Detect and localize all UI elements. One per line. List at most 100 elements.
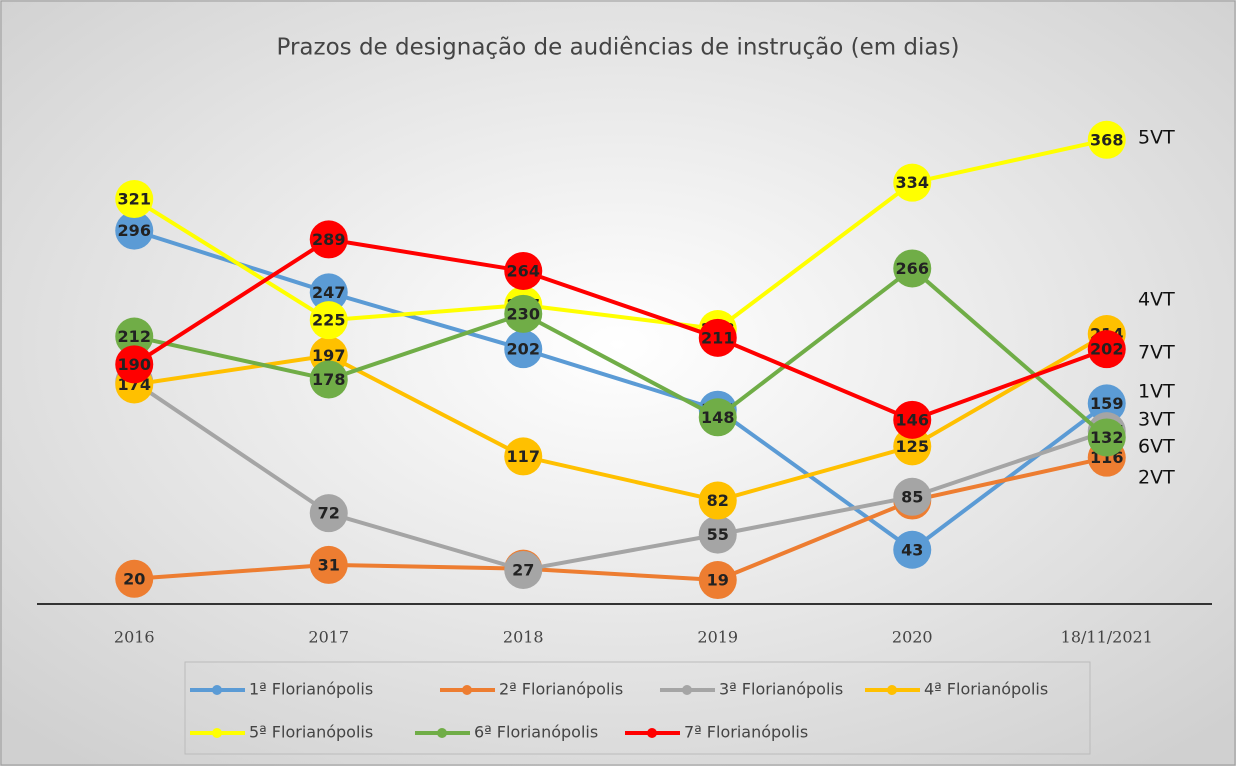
data-label: 82 bbox=[707, 491, 729, 510]
legend-label: 3ª Florianópolis bbox=[719, 680, 843, 699]
marker bbox=[1087, 384, 1126, 423]
data-label: 264 bbox=[507, 261, 540, 280]
marker bbox=[115, 559, 154, 598]
legend-label: 1ª Florianópolis bbox=[249, 680, 373, 699]
data-label: 197 bbox=[312, 346, 345, 365]
x-tick-label: 2017 bbox=[308, 628, 349, 647]
legend-label: 5ª Florianópolis bbox=[249, 723, 373, 742]
end-label: 6VT bbox=[1138, 436, 1175, 458]
data-label: 55 bbox=[707, 525, 729, 544]
legend-label: 2ª Florianópolis bbox=[499, 680, 623, 699]
x-tick-label: 2019 bbox=[697, 628, 738, 647]
end-label: 2VT bbox=[1138, 467, 1175, 489]
data-label: 321 bbox=[118, 190, 151, 209]
series-line bbox=[133, 266, 1109, 439]
data-label: 159 bbox=[1090, 394, 1123, 413]
data-label: 43 bbox=[901, 540, 923, 559]
marker bbox=[698, 398, 737, 437]
end-label: 3VT bbox=[1138, 409, 1175, 431]
data-label: 117 bbox=[507, 447, 540, 466]
marker bbox=[1087, 418, 1126, 457]
series-line bbox=[133, 228, 1108, 552]
data-label: 72 bbox=[318, 504, 340, 523]
marker bbox=[504, 251, 543, 290]
legend-marker bbox=[462, 685, 472, 695]
legend-marker bbox=[212, 728, 222, 738]
data-label: 148 bbox=[701, 408, 734, 427]
marker bbox=[893, 477, 932, 516]
x-tick-label: 18/11/2021 bbox=[1061, 628, 1153, 647]
marker bbox=[698, 515, 737, 554]
chart-title: Prazos de designação de audiências de in… bbox=[277, 35, 960, 61]
data-label: 85 bbox=[901, 487, 923, 506]
data-label: 125 bbox=[896, 437, 929, 456]
marker bbox=[115, 211, 154, 250]
legend-label: 6ª Florianópolis bbox=[474, 723, 598, 742]
data-label: 178 bbox=[312, 370, 345, 389]
marker bbox=[893, 400, 932, 439]
series-line bbox=[133, 237, 1108, 422]
x-tick-label: 2016 bbox=[114, 628, 155, 647]
legend-box bbox=[184, 661, 1091, 755]
marker bbox=[893, 427, 932, 466]
data-label: 27 bbox=[512, 560, 534, 579]
data-label: 289 bbox=[312, 230, 345, 249]
data-label: 202 bbox=[1090, 340, 1123, 359]
marker bbox=[309, 273, 348, 312]
end-label: 1VT bbox=[1138, 381, 1175, 403]
legend-marker bbox=[682, 685, 692, 695]
marker bbox=[698, 318, 737, 357]
data-label: 132 bbox=[1090, 428, 1123, 447]
marker bbox=[309, 220, 348, 259]
marker bbox=[309, 301, 348, 340]
marker bbox=[893, 249, 932, 288]
data-label: 211 bbox=[701, 328, 734, 347]
data-label: 31 bbox=[318, 555, 340, 574]
marker bbox=[309, 360, 348, 399]
x-tick-label: 2018 bbox=[503, 628, 544, 647]
marker bbox=[309, 545, 348, 584]
data-label: 225 bbox=[312, 311, 345, 330]
legend-label: 4ª Florianópolis bbox=[924, 680, 1048, 699]
series-line bbox=[133, 332, 1108, 503]
marker bbox=[504, 437, 543, 476]
marker bbox=[893, 163, 932, 202]
data-label: 212 bbox=[118, 327, 151, 346]
data-label: 334 bbox=[896, 173, 929, 192]
marker bbox=[115, 345, 154, 384]
series-line bbox=[133, 137, 1108, 331]
marker bbox=[1087, 120, 1126, 159]
legend-marker bbox=[212, 685, 222, 695]
marker bbox=[309, 494, 348, 533]
marker bbox=[698, 561, 737, 600]
data-label: 368 bbox=[1090, 130, 1123, 149]
end-label: 5VT bbox=[1138, 127, 1175, 149]
data-label: 247 bbox=[312, 283, 345, 302]
legend-marker bbox=[437, 728, 447, 738]
end-label: 4VT bbox=[1138, 289, 1175, 311]
data-label: 19 bbox=[707, 571, 729, 590]
marker bbox=[504, 294, 543, 333]
legend-marker bbox=[887, 685, 897, 695]
data-label: 202 bbox=[507, 340, 540, 359]
marker bbox=[115, 317, 154, 356]
data-label: 230 bbox=[507, 304, 540, 323]
series-line bbox=[133, 380, 1108, 572]
marker bbox=[893, 530, 932, 569]
marker bbox=[504, 550, 543, 589]
data-label: 190 bbox=[118, 355, 151, 374]
legend-marker bbox=[647, 728, 657, 738]
end-label: 7VT bbox=[1138, 342, 1175, 364]
series-line bbox=[134, 455, 1108, 583]
marker bbox=[698, 481, 737, 520]
marker bbox=[504, 330, 543, 369]
data-label: 296 bbox=[118, 221, 151, 240]
marker bbox=[1087, 330, 1126, 369]
marker bbox=[115, 180, 154, 219]
data-label: 20 bbox=[123, 569, 145, 588]
data-label: 266 bbox=[896, 259, 929, 278]
legend-label: 7ª Florianópolis bbox=[684, 723, 808, 742]
